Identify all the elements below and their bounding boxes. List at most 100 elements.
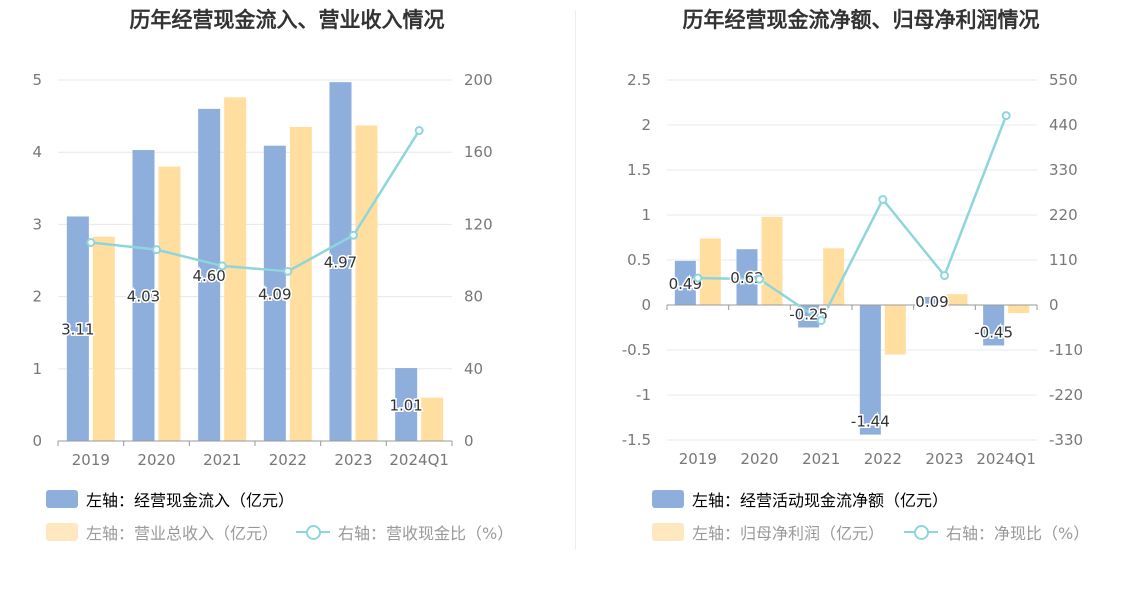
line-point	[349, 230, 358, 240]
net-cashflow-profit-chart: -1.5 -1 -0.5 0 0.5 1 1.5 2 2.5 -330 -220 -110 0 110 22…	[622, 71, 1083, 468]
y-right-tick-label: 110	[1049, 251, 1078, 269]
legend-swatch-bar	[46, 490, 78, 508]
legend-item-revenue-cash-ratio[interactable]: 右轴：营收现金比（%）	[296, 520, 513, 544]
cash-inflow-revenue-chart: 0 1 2 3 4 5 0 40 80 120 160 200 2019 2020 2021 2022 2023…	[32, 71, 493, 469]
x-tick-label: 2020	[137, 451, 175, 469]
line-series	[90, 129, 421, 273]
y-right-tick-label: -330	[1049, 431, 1083, 449]
legend-label: 左轴：经营现金流入（亿元）	[86, 491, 295, 510]
y-left-tick-label: 0.5	[627, 251, 651, 269]
line-point	[152, 245, 161, 255]
data-label: -1.44	[851, 413, 890, 431]
legend-label: 左轴：营业总收入（亿元）	[86, 524, 279, 543]
line-series	[697, 115, 1008, 323]
bar-primary	[66, 216, 89, 441]
bar-secondary	[884, 305, 906, 355]
y-right-tick-label: 440	[1049, 116, 1078, 134]
x-tick-label: 2020	[740, 450, 778, 468]
legend-label: 右轴：营收现金比（%）	[338, 524, 514, 543]
y-left-tick-label: 0	[32, 432, 42, 450]
legend-item-net-cashflow[interactable]: 左轴：经营活动现金流净额（亿元）	[652, 487, 948, 511]
y-right-tick-label: 220	[1049, 206, 1078, 224]
line-point	[1001, 111, 1011, 121]
data-label: 4.97	[324, 254, 357, 272]
line-point	[940, 271, 949, 281]
x-tick-label: 2024Q1	[389, 451, 449, 469]
y-left-tick-label: -0.5	[622, 341, 651, 359]
x-tick-label: 2019	[72, 451, 110, 469]
bar-primary	[132, 150, 155, 441]
x-tick-label: 2022	[269, 451, 307, 469]
y-right-tick-label: 40	[464, 360, 483, 378]
legend-label: 左轴：经营活动现金流净额（亿元）	[692, 491, 949, 510]
bar-primary	[198, 108, 221, 441]
net-cashflow-profit-panel: 历年经营现金流净额、归母净利润情况 -1.5 -1 -0.5 0 0.5 1 1.5 2 2.5…	[574, 0, 1148, 589]
legend-item-revenue[interactable]: 左轴：营业总收入（亿元）	[46, 520, 278, 544]
data-label: 0.09	[915, 293, 948, 311]
x-tick-label: 2023	[334, 451, 372, 469]
panel-divider	[575, 10, 576, 550]
chart-title: 历年经营现金流净额、归母净利润情况	[682, 8, 1040, 32]
y-right-tick-label: 550	[1049, 71, 1078, 89]
bar-primary	[798, 305, 820, 328]
line-point	[816, 316, 826, 326]
legend-item-net-cash-ratio[interactable]: 右轴：净现比（%）	[904, 520, 1089, 544]
y-left-tick-label: -1	[636, 386, 651, 404]
y-right-tick-label: 80	[464, 288, 483, 306]
bar-secondary	[224, 97, 247, 441]
data-label: 4.60	[192, 267, 225, 285]
bar-primary	[674, 260, 696, 305]
data-label: -0.45	[974, 324, 1013, 342]
y-right-tick-label: 330	[1049, 161, 1078, 179]
x-tick-label: 2023	[925, 450, 963, 468]
bar-primary	[983, 305, 1005, 346]
legend-swatch-bar	[46, 523, 78, 541]
y-left-tick-label: -1.5	[622, 431, 651, 449]
legend-swatch-bar	[652, 490, 684, 508]
bar-secondary	[158, 166, 181, 441]
y-right-tick-label: -110	[1049, 341, 1083, 359]
y-left-tick-label: 3	[32, 215, 42, 233]
line-point	[414, 126, 424, 136]
data-label: 1.01	[389, 397, 422, 415]
x-tick-label: 2022	[864, 450, 902, 468]
bar-primary	[921, 296, 943, 305]
data-label: 4.09	[258, 285, 291, 303]
x-tick-label: 2019	[679, 450, 717, 468]
line-point	[693, 273, 703, 283]
bar-primary	[736, 249, 758, 305]
legend-item-cash-inflow[interactable]: 左轴：经营现金流入（亿元）	[46, 487, 294, 511]
data-label: 0.62	[730, 269, 763, 287]
cash-inflow-revenue-panel: 历年经营现金流入、营业收入情况 0 1 2 3 4 5 0 40 80 120 160 200 2019…	[32, 8, 513, 544]
y-right-tick-label: 160	[464, 143, 493, 161]
legend-label: 左轴：归母净利润（亿元）	[692, 524, 885, 543]
y-left-tick-label: 2.5	[627, 71, 651, 89]
legend-line-icon	[904, 523, 938, 541]
line-point	[86, 237, 96, 247]
bar-primary	[329, 82, 352, 441]
data-label: 4.03	[127, 288, 160, 306]
x-tick-label: 2021	[802, 450, 840, 468]
y-left-tick-label: 5	[32, 71, 42, 89]
bar-secondary	[823, 248, 845, 305]
y-left-tick-label: 1.5	[627, 161, 651, 179]
legend-line-icon	[296, 523, 330, 541]
bar-secondary	[1008, 305, 1030, 314]
bar-secondary	[421, 397, 444, 441]
bar-secondary	[946, 294, 968, 305]
y-left-tick-label: 1	[641, 206, 651, 224]
line-point	[755, 274, 764, 284]
x-tick-label: 2024Q1	[976, 450, 1036, 468]
chart-title: 历年经营现金流入、营业收入情况	[129, 8, 445, 32]
legend-swatch-bar	[652, 523, 684, 541]
y-left-tick-label: 0	[641, 296, 651, 314]
bar-secondary	[289, 126, 312, 442]
bar-secondary	[355, 125, 378, 442]
x-tick-label: 2021	[203, 451, 241, 469]
y-left-tick-label: 4	[32, 143, 42, 161]
y-left-tick-label: 2	[32, 288, 42, 306]
y-left-tick-label: 2	[641, 116, 651, 134]
data-label: 3.11	[61, 321, 94, 339]
y-right-tick-label: -220	[1049, 386, 1083, 404]
legend-item-net-profit[interactable]: 左轴：归母净利润（亿元）	[652, 520, 884, 544]
